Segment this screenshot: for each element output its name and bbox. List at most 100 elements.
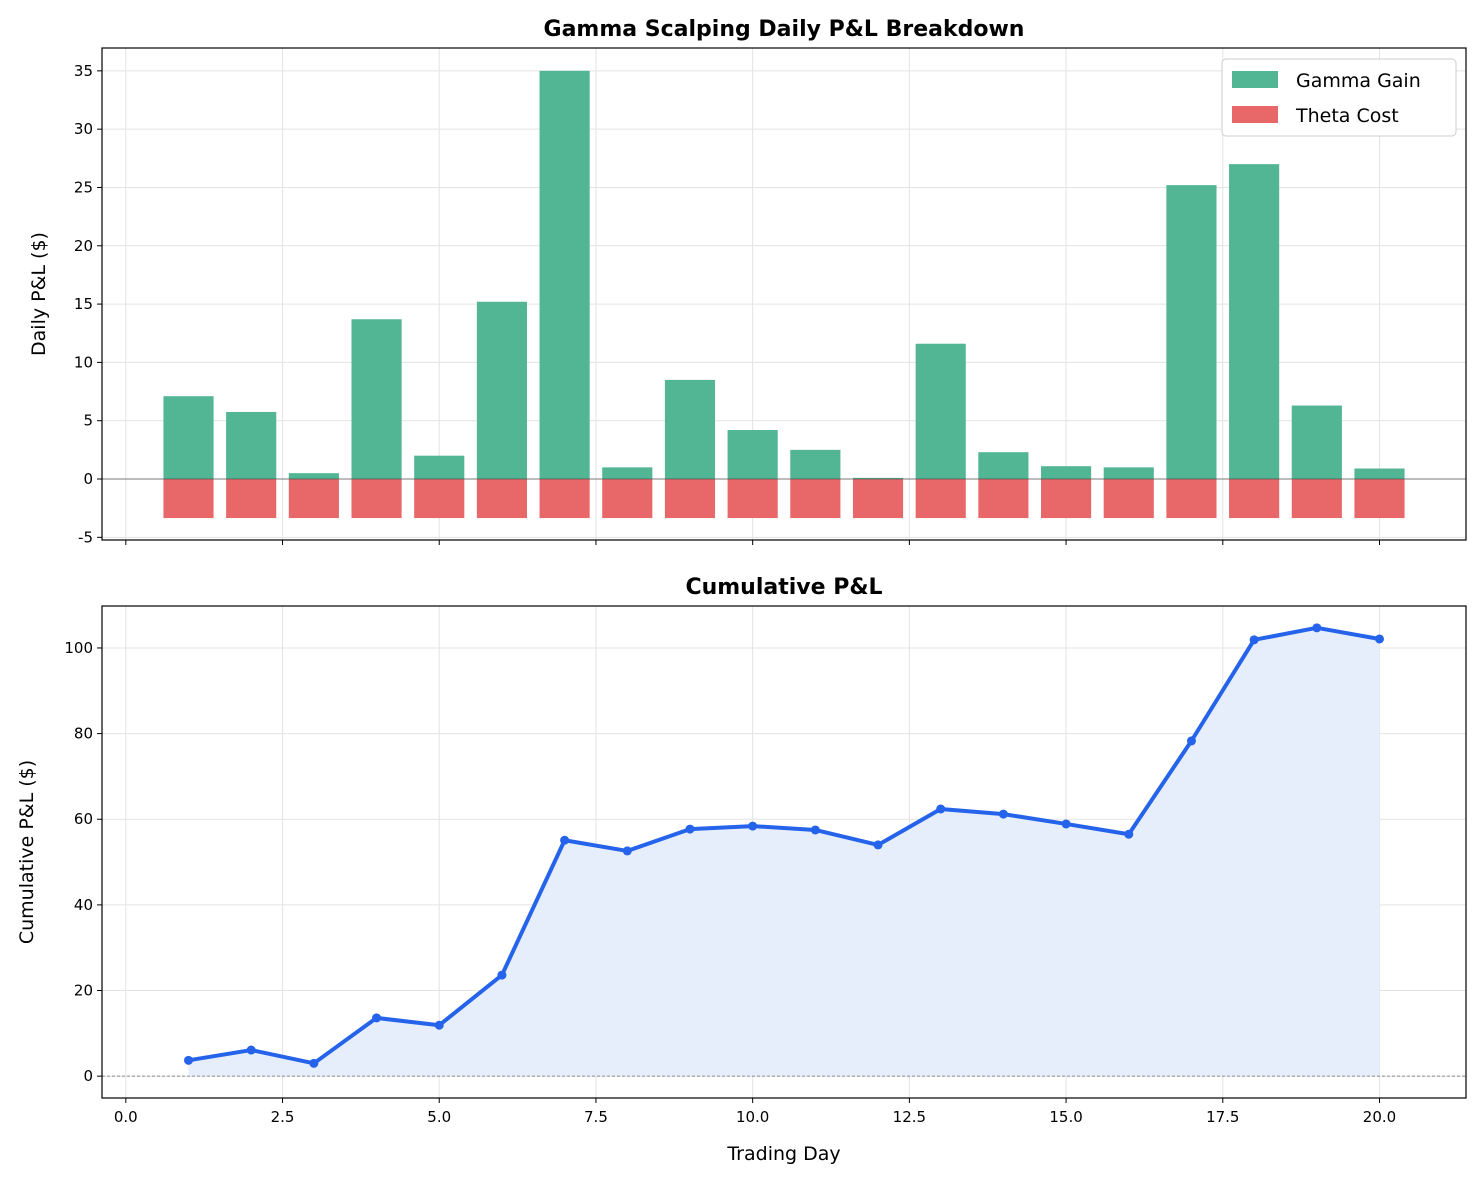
theta-cost-bar: [727, 479, 778, 519]
legend-box: [1221, 58, 1457, 137]
x-tick-label: 7.5: [584, 1108, 608, 1126]
data-point: [1249, 635, 1259, 645]
data-point: [685, 824, 695, 834]
gamma-gain-bar: [852, 477, 904, 480]
axes-0: -5 0 5 10 15 20 25 30 35 Gamma Scalping Daily P&L…: [28, 17, 1467, 546]
theta-cost-bar: [1041, 479, 1092, 519]
gamma-gain-bar: [476, 301, 527, 480]
theta-cost-bar: [664, 479, 716, 519]
y-tick-label: 15: [74, 295, 93, 313]
theta-cost-bar: [351, 479, 402, 519]
y-tick-label: 60: [74, 810, 93, 828]
data-point: [1186, 736, 1196, 746]
legend-label: Theta Cost: [1295, 105, 1399, 127]
data-point: [309, 1058, 319, 1068]
gamma-gain-bar: [1041, 466, 1092, 480]
y-tick-label: 20: [74, 237, 93, 255]
theta-cost-bar: [163, 479, 214, 519]
data-point: [1124, 829, 1134, 839]
data-point: [936, 804, 946, 814]
x-tick-label: 5.0: [427, 1108, 451, 1126]
y-tick-label: 20: [74, 982, 93, 1000]
gamma-gain-bar: [414, 455, 465, 480]
data-point: [497, 970, 507, 980]
x-tick-label: 10.0: [736, 1108, 769, 1126]
gamma-gain-bar: [602, 467, 653, 480]
legend-swatch: [1232, 71, 1278, 88]
y-tick-label: 80: [74, 725, 93, 743]
theta-cost-bar: [1229, 479, 1280, 519]
y-tick-label: 0: [83, 470, 93, 488]
data-point: [748, 821, 758, 831]
data-point: [1374, 634, 1384, 644]
data-point: [560, 835, 570, 845]
legend: Gamma Gain Theta Cost: [1221, 58, 1457, 137]
theta-cost-bar: [1103, 479, 1154, 519]
gamma-gain-bar: [288, 473, 339, 480]
gamma-gain-bar: [915, 343, 966, 480]
gamma-gain-bar: [790, 449, 841, 480]
gamma-gain-bar: [1354, 468, 1405, 480]
gamma-gain-bar: [351, 319, 402, 480]
data-point: [1061, 819, 1071, 829]
x-tick-label: 17.5: [1206, 1108, 1239, 1126]
theta-cost-bar: [226, 479, 277, 519]
theta-cost-bar: [915, 479, 966, 519]
legend-label: Gamma Gain: [1296, 70, 1421, 92]
gamma-gain-bar: [1103, 467, 1154, 480]
y-tick-label: 100: [64, 639, 93, 657]
x-tick-label: 12.5: [893, 1108, 926, 1126]
chart-title: Gamma Scalping Daily P&L Breakdown: [544, 17, 1025, 42]
legend-swatch: [1232, 106, 1278, 123]
theta-cost-bar: [476, 479, 527, 519]
y-axis-label: Daily P&L ($): [28, 232, 50, 356]
x-tick-label: 0.0: [114, 1108, 138, 1126]
y-tick-label: 0: [83, 1067, 93, 1085]
theta-cost-bar: [1354, 479, 1405, 519]
gamma-gain-bar: [727, 430, 778, 480]
data-point: [434, 1020, 444, 1030]
gamma-gain-bar: [1166, 185, 1217, 480]
y-tick-label: 5: [83, 412, 93, 430]
y-tick-label: 40: [74, 896, 93, 914]
data-point: [998, 809, 1008, 819]
x-axis-label: Trading Day: [726, 1143, 840, 1165]
x-tick-label: 2.5: [271, 1108, 295, 1126]
y-tick-label: -5: [78, 528, 93, 546]
theta-cost-bar: [790, 479, 841, 519]
chart-title: Cumulative P&L: [685, 575, 882, 600]
cumulative-area: [188, 627, 1380, 1077]
gamma-gain-bar: [226, 411, 277, 480]
plot-frame: [101, 47, 1467, 541]
y-tick-label: 35: [74, 62, 93, 80]
theta-cost-bar: [602, 479, 653, 519]
gamma-gain-bar: [1229, 164, 1280, 480]
plot-frame: [101, 605, 1467, 1099]
data-point: [810, 825, 820, 835]
theta-cost-bar: [288, 479, 339, 519]
gamma-gain-bar: [978, 452, 1029, 480]
theta-cost-bar: [539, 479, 590, 519]
theta-cost-bar: [1291, 479, 1342, 519]
y-tick-label: 25: [74, 178, 93, 196]
data-point: [184, 1055, 194, 1065]
theta-cost-bar: [852, 479, 904, 519]
data-point: [372, 1013, 382, 1023]
gamma-gain-bar: [539, 70, 590, 480]
y-tick-label: 30: [74, 120, 93, 138]
theta-cost-bar: [978, 479, 1029, 519]
data-point: [246, 1045, 256, 1055]
data-point: [622, 846, 632, 856]
gamma-gain-bar: [664, 379, 716, 480]
y-tick-label: 10: [74, 353, 93, 371]
data-point: [1312, 623, 1322, 633]
axes-1: 0 20 40 60 80 100 0.0 2.5 5.0 7.5 10.0 12.5 15.0 17.5…: [16, 575, 1467, 1165]
theta-cost-bar: [1166, 479, 1217, 519]
gamma-gain-bar: [163, 396, 214, 480]
cumulative-line: [188, 625, 1380, 1066]
x-tick-label: 20.0: [1363, 1108, 1396, 1126]
y-axis-label: Cumulative P&L ($): [16, 760, 38, 944]
gamma-gain-bar: [1291, 405, 1342, 480]
data-point: [873, 840, 883, 850]
